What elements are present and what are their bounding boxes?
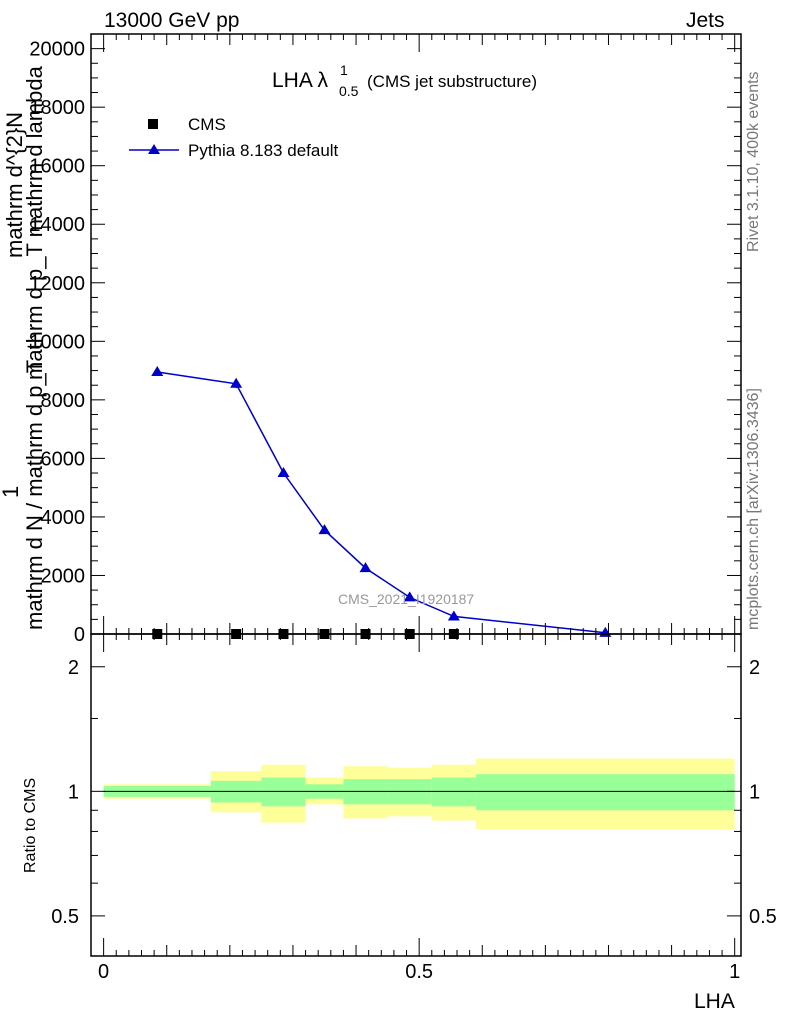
pythia-point <box>318 524 331 535</box>
pythia-line <box>157 371 606 634</box>
watermark: CMS_2021_I1920187 <box>338 591 474 607</box>
pythia-point <box>230 377 243 388</box>
ratio-ytick-label-right: 0.5 <box>749 906 777 928</box>
chart-title-main: LHA λ <box>272 69 329 92</box>
chart-title: LHA λ 1 0.5 (CMS jet substructure) <box>272 62 537 99</box>
ratio-ytick-label-left: 1 <box>68 781 79 803</box>
ratio-ytick-label-left: 0.5 <box>51 906 79 928</box>
ratio-band-inner-2 <box>261 777 306 807</box>
pythia-point <box>403 591 416 602</box>
header-left: 13000 GeV pp <box>104 9 240 32</box>
ratio-bands <box>103 758 735 830</box>
axes <box>90 33 742 957</box>
legend-cms-marker <box>148 119 158 129</box>
main-ytick-label: 12000 <box>29 273 85 295</box>
pythia-point <box>447 610 460 621</box>
main-ytick-label: 16000 <box>29 156 85 178</box>
header-right: Jets <box>686 9 725 32</box>
legend-pythia-label: Pythia 8.183 default <box>188 141 339 160</box>
legend-cms-label: CMS <box>188 115 226 134</box>
main-ytick-label: 20000 <box>29 39 85 61</box>
ratio-xtick-label: 0 <box>98 961 109 983</box>
ratio-ytick-label-right: 1 <box>749 781 760 803</box>
main-ytick-label: 14000 <box>29 214 85 236</box>
ratio-xtick-label: 0.5 <box>405 961 433 983</box>
pythia-point <box>277 467 290 478</box>
main-ytick-label: 4000 <box>41 507 86 529</box>
main-ytick-label: 0 <box>74 624 85 646</box>
xlabel: LHA <box>694 990 735 1013</box>
ratio-xtick-label: 1 <box>729 961 740 983</box>
legend: CMS Pythia 8.183 default <box>129 115 339 160</box>
main-ytick-label: 8000 <box>41 390 86 412</box>
ratio-band-inner-6 <box>431 777 476 807</box>
ratio-band-inner-7 <box>475 774 735 811</box>
ratio-ytick-label-right: 2 <box>749 657 760 679</box>
chart-title-sub: 0.5 <box>339 83 359 99</box>
main-ytick-label: 2000 <box>41 565 86 587</box>
main-series <box>157 371 606 634</box>
main-ytick-label: 18000 <box>29 97 85 119</box>
main-ytick-label: 6000 <box>41 448 86 470</box>
ratio-ytick-label-left: 2 <box>68 657 79 679</box>
pythia-point <box>151 366 164 377</box>
main-ytick-label: 10000 <box>29 331 85 353</box>
ratio-plot-frame <box>90 633 742 957</box>
pythia-point <box>359 562 372 573</box>
chart-title-sup: 1 <box>340 62 348 78</box>
chart-title-note: (CMS jet substructure) <box>367 72 537 91</box>
ticks <box>91 33 741 956</box>
tick-labels: 0 2000 4000 6000 8000 10000 12000 14000 16000 180… <box>29 39 776 983</box>
legend-pythia-marker <box>148 144 160 154</box>
